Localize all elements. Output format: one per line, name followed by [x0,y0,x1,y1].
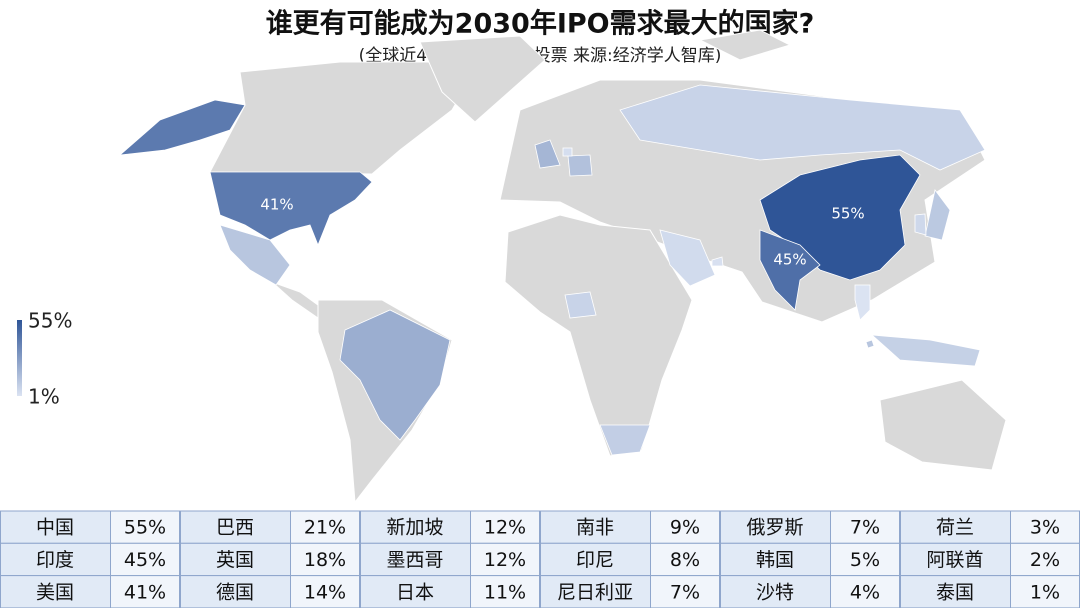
legend-label: 1% [28,385,60,409]
land [209,61,481,175]
value-label: 12% [484,549,526,571]
table: 中国 55% 印度 45% 美国 41% 巴西 21% 英国 18% 德国 14% 新加坡 12% 墨西哥 1… [0,510,1080,608]
name-cell [180,575,291,608]
country-name: 俄罗斯 [746,517,803,539]
country [711,256,724,267]
name-cell [180,542,291,577]
country-name: 墨西哥 [386,549,443,571]
country [339,309,451,441]
name-cell [900,510,1011,544]
land [419,35,546,123]
name-cell [360,575,471,608]
value-label: 12% [484,517,526,539]
value-label: 3% [1030,517,1060,539]
name-cell [900,575,1011,608]
land [698,29,792,61]
legend: 55% 1% [17,309,72,409]
land [879,379,1007,471]
value-label: 55% [124,517,166,539]
value-label: 9% [670,517,700,539]
value-label: 11% [484,581,526,603]
country [924,189,951,241]
value-label: 1% [1030,581,1060,603]
value-label: 4% [850,581,880,603]
country [599,424,651,456]
country-name: 荷兰 [936,517,974,539]
country [759,229,821,311]
map-label: 55% [831,205,864,223]
name-cell [540,542,651,577]
country [209,171,373,247]
country-name: 日本 [396,581,434,603]
country [914,213,927,236]
country [619,84,986,171]
country-name: 尼日利亚 [557,581,633,603]
country [659,229,716,287]
value-cell [650,510,720,544]
land [504,214,693,457]
country-name: 阿联酋 [926,549,983,571]
value-label: 8% [670,549,700,571]
country-name: 中国 [36,517,74,539]
value-cell [1010,542,1080,577]
value-label: 45% [124,549,166,571]
country-name: 英国 [216,549,254,571]
value-cell [470,510,540,544]
map-label: 41% [260,196,293,214]
value-label: 2% [1030,549,1060,571]
legend-bar [17,320,22,396]
country [118,99,246,156]
value-label: 7% [850,517,880,539]
country-name: 印尼 [576,549,614,571]
country-name: 韩国 [756,549,794,571]
value-cell [830,510,900,544]
value-cell [290,542,360,577]
value-cell [1010,575,1080,608]
country-name: 泰国 [936,581,974,603]
value-cell [470,542,540,577]
value-cell [650,542,720,577]
value-label: 18% [304,549,346,571]
country [865,339,875,349]
country-name: 巴西 [216,517,254,539]
country [219,224,291,286]
value-label: 41% [124,581,166,603]
country [854,284,871,321]
map-label: 45% [773,251,806,269]
value-label: 7% [670,581,700,603]
country-name: 新加坡 [386,517,443,539]
country-name: 美国 [36,581,74,603]
name-cell [360,510,471,544]
name-cell [360,542,471,577]
country-name: 德国 [216,581,254,603]
country-name: 南非 [576,517,614,539]
regions: 55% 45% 41% [118,84,986,456]
value-label: 14% [304,581,346,603]
value-label: 21% [304,517,346,539]
value-label: 5% [850,549,880,571]
value-cell [290,510,360,544]
legend-label: 55% [28,309,72,333]
country [564,291,597,319]
country-name: 印度 [36,549,74,571]
country [870,334,981,367]
value-cell [650,575,720,608]
name-cell [540,510,651,544]
country-name: 沙特 [756,581,794,603]
country [562,147,573,157]
name-cell [180,510,291,544]
title: 谁更有可能成为2030年IPO需求最大的国家? [266,8,815,40]
value-cell [110,510,180,544]
country [567,154,593,177]
country [534,139,561,169]
name-cell [0,510,111,544]
value-cell [290,575,360,608]
